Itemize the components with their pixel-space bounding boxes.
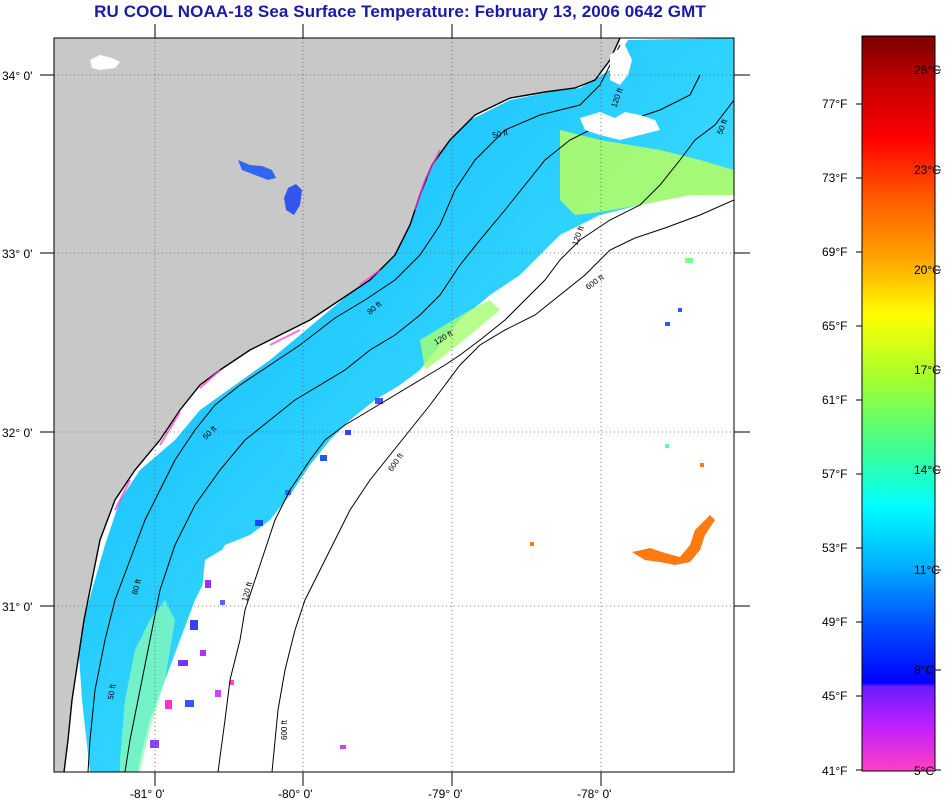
gulf-stream-patch [632, 515, 715, 565]
lat-label-34: 34° 0' [2, 69, 32, 83]
fahrenheit-label: 77°F [822, 97, 847, 111]
lon-label-79: -79° 0' [428, 787, 462, 801]
lon-label-80: -80° 0' [278, 787, 312, 801]
celsius-label: 8°C [914, 663, 934, 677]
lat-label-31: 31° 0' [2, 600, 32, 614]
map-title: RU COOL NOAA-18 Sea Surface Temperature:… [94, 2, 706, 21]
fahrenheit-label: 61°F [822, 393, 847, 407]
fahrenheit-label: 45°F [822, 689, 847, 703]
celsius-label: 20°C [914, 263, 941, 277]
fahrenheit-label: 53°F [822, 541, 847, 555]
map-frame [53, 37, 735, 773]
lon-label-81: -81° 0' [130, 787, 164, 801]
bathymetry-contours [87, 44, 734, 772]
lake-white [90, 55, 120, 70]
lake-marion [238, 160, 276, 180]
warm-zone-north [560, 130, 734, 215]
celsius-label: 14°C [914, 463, 941, 477]
land-mass [54, 38, 620, 772]
colorbar-gradient [861, 35, 936, 772]
contour-label: 50 ft [106, 683, 118, 701]
lon-label-78: -78° 0' [577, 787, 611, 801]
fahrenheit-label: 41°F [822, 764, 847, 778]
cloud-edge-noise [150, 398, 383, 749]
celsius-label: 11°C [914, 563, 940, 577]
contour-label: 80 ft [130, 577, 143, 595]
cloud-gap-south [160, 540, 255, 772]
lake-moultrie [284, 184, 302, 215]
lat-label-33: 33° 0' [2, 247, 32, 261]
coastline [63, 38, 621, 772]
gridlines [54, 38, 734, 772]
celsius-label: 17°C [914, 363, 941, 377]
axis-ticks [40, 24, 750, 786]
sst-swath [78, 38, 734, 772]
fahrenheit-label: 73°F [822, 171, 847, 185]
blue-dot [665, 322, 670, 326]
fahrenheit-label: 49°F [822, 615, 847, 629]
coast-magenta-fringe [114, 149, 441, 511]
orange-dot [530, 542, 534, 546]
colorbar-ticks [856, 69, 941, 771]
green-dot [685, 258, 693, 263]
lat-label-32: 32° 0' [2, 426, 32, 440]
contour-label: 50 ft [492, 128, 510, 140]
contour-label: 600 ft [280, 719, 289, 740]
orange-dot [700, 463, 704, 467]
green-dot [665, 444, 669, 448]
cloud-patch-ne [580, 112, 660, 140]
fahrenheit-label: 65°F [822, 319, 847, 333]
fahrenheit-label: 57°F [822, 467, 847, 481]
fahrenheit-label: 69°F [822, 245, 847, 259]
warm-zone-south [120, 600, 175, 772]
celsius-label: 26°C [914, 63, 941, 77]
celsius-label: 23°C [914, 163, 941, 177]
blue-dot [678, 308, 682, 312]
warm-zone-mid [420, 300, 500, 370]
celsius-label: 5°C [914, 764, 934, 778]
